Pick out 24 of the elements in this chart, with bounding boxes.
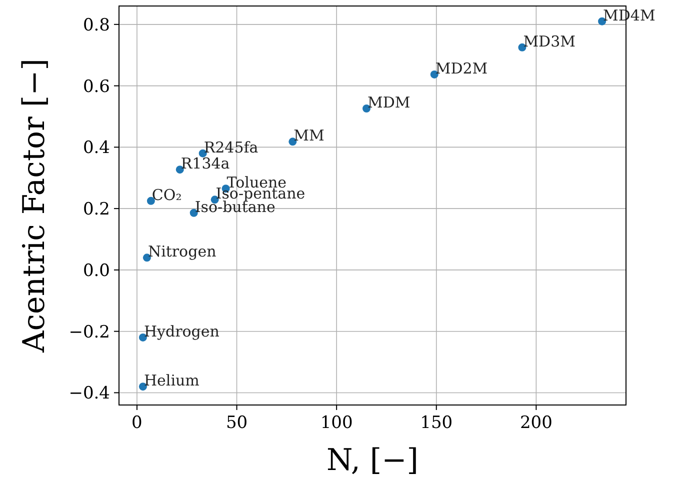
- y-tick-label: 0.6: [82, 76, 110, 97]
- y-tick-label: 0.8: [82, 15, 110, 36]
- annotation: R245fa: [204, 138, 258, 156]
- x-tick-label: 100: [320, 413, 353, 433]
- y-tick-label: 0.2: [82, 200, 110, 220]
- x-tick-label: 200: [520, 413, 552, 433]
- annotation: MD2M: [435, 59, 488, 78]
- y-tick-label: −0.4: [68, 384, 110, 404]
- annotation: CO₂: [152, 186, 182, 204]
- annotation: Nitrogen: [148, 242, 217, 261]
- x-axis-title: N, [−]: [326, 443, 418, 478]
- y-tick-label: 0.4: [82, 138, 110, 158]
- y-axis-title: Acentric Factor [−]: [17, 58, 52, 354]
- y-tick-label: 0.0: [82, 260, 110, 281]
- annotation: MDM: [368, 94, 410, 112]
- y-tick-label: −0.2: [68, 322, 110, 342]
- x-tick-label: 0: [132, 413, 142, 433]
- annotation: Helium: [144, 372, 200, 390]
- annotation: MM: [294, 126, 324, 145]
- annotation: MD3M: [523, 32, 576, 50]
- x-tick-label: 50: [226, 413, 248, 433]
- x-tick-label: 150: [420, 413, 453, 433]
- annotation: Hydrogen: [144, 322, 220, 340]
- annotation: R134a: [180, 154, 230, 173]
